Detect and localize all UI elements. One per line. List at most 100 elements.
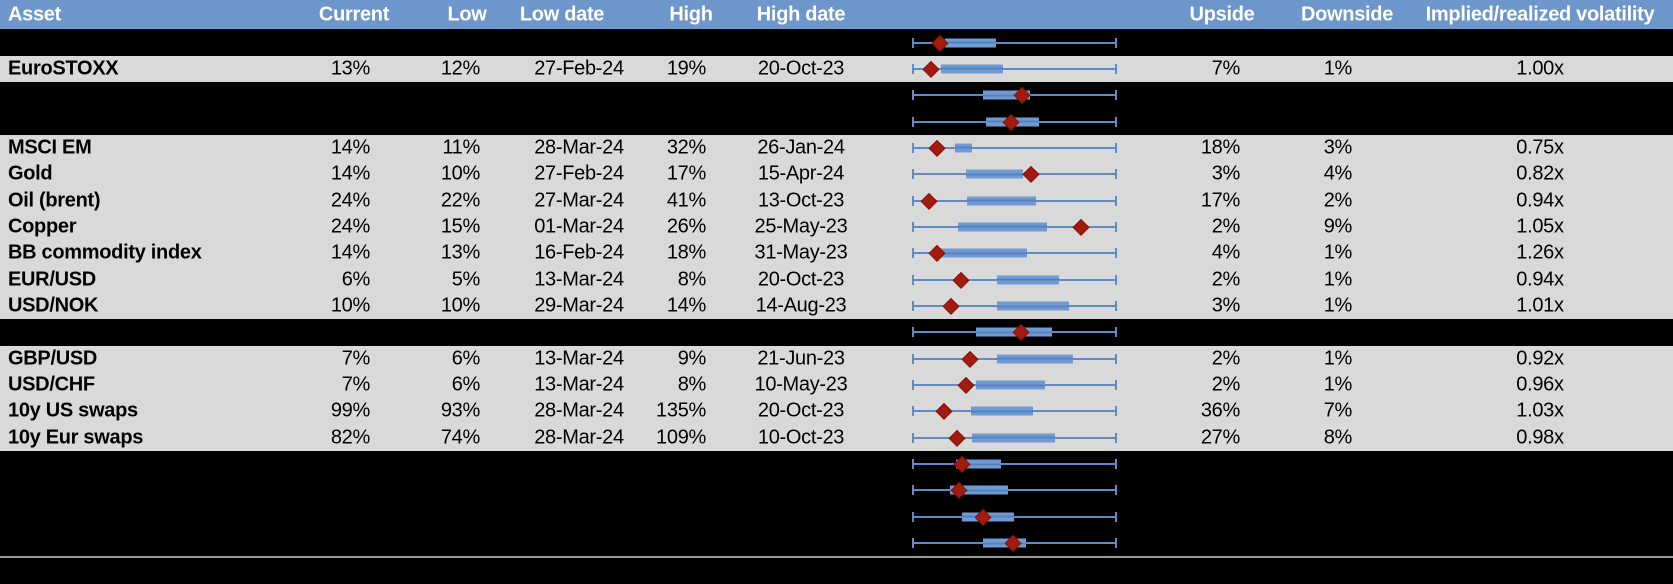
cell-implied-realized: 0.96x bbox=[1516, 373, 1564, 396]
cell-low: 93% bbox=[440, 399, 480, 422]
boxplot bbox=[912, 240, 1117, 266]
whisker-line bbox=[912, 67, 1117, 70]
table-row-hidden bbox=[0, 108, 1673, 135]
cell-low: 11% bbox=[442, 136, 480, 159]
cell-downside: 8% bbox=[1323, 426, 1353, 449]
boxplot bbox=[912, 266, 1117, 292]
current-level-diamond-marker bbox=[1004, 534, 1022, 552]
boxplot bbox=[912, 372, 1117, 398]
cell-high: 26% bbox=[666, 215, 706, 238]
table-row-hidden bbox=[0, 319, 1673, 346]
boxplot bbox=[912, 161, 1117, 187]
cell-upside: 2% bbox=[1211, 268, 1241, 291]
cell-implied-realized: 1.03x bbox=[1516, 399, 1564, 422]
cell-low-date: 13-Mar-24 bbox=[534, 268, 624, 291]
table-row: Copper 24% 15% 01-Mar-24 26% 25-May-23 2% 9% 1.0… bbox=[0, 213, 1673, 241]
column-header-implied-realized-volatility: Implied/realized volatility bbox=[1425, 3, 1655, 26]
table-row-hidden bbox=[0, 82, 1673, 109]
cell-asset: Gold bbox=[8, 162, 53, 185]
cell-implied-realized: 0.82x bbox=[1516, 162, 1564, 185]
whisker-cap-right bbox=[1115, 432, 1117, 443]
cell-high-date: 20-Oct-23 bbox=[757, 399, 845, 422]
table-header: Asset Current Low Low date High High dat… bbox=[0, 0, 1673, 30]
table-row: Gold 14% 10% 27-Feb-24 17% 15-Apr-24 3% 4% 0.82x bbox=[0, 161, 1673, 188]
cell-asset: EUR/USD bbox=[8, 268, 96, 291]
cell-high: 41% bbox=[666, 189, 706, 212]
whisker-cap-left bbox=[912, 353, 914, 364]
table-row-hidden bbox=[0, 450, 1673, 478]
cell-current: 24% bbox=[330, 189, 370, 212]
boxplot bbox=[912, 477, 1117, 503]
cell-high-date: 10-Oct-23 bbox=[757, 426, 845, 449]
table-row: USD/CHF 7% 6% 13-Mar-24 8% 10-May-23 2% 1% 0.96x bbox=[0, 371, 1673, 399]
cell-asset: MSCI EM bbox=[8, 136, 92, 159]
whisker-cap-right bbox=[1115, 248, 1117, 259]
cell-high-date: 31-May-23 bbox=[754, 241, 848, 264]
cell-implied-realized: 1.00x bbox=[1516, 57, 1564, 80]
whisker-cap-left bbox=[912, 63, 914, 74]
current-level-diamond-marker bbox=[920, 192, 937, 209]
whisker-cap-left bbox=[912, 248, 914, 259]
interquartile-box bbox=[971, 433, 1056, 443]
cell-upside: 17% bbox=[1200, 189, 1240, 212]
cell-asset: 10y US swaps bbox=[8, 399, 138, 422]
cell-upside: 36% bbox=[1200, 399, 1240, 422]
cell-current: 6% bbox=[341, 268, 371, 291]
current-level-diamond-marker bbox=[962, 350, 979, 367]
cell-high: 109% bbox=[656, 426, 706, 449]
current-level-diamond-marker bbox=[950, 482, 968, 499]
whisker-cap-right bbox=[1115, 221, 1117, 232]
whisker-cap-left bbox=[912, 142, 914, 153]
table-row: Oil (brent) 24% 22% 27-Mar-24 41% 13-Oct-23 17… bbox=[0, 187, 1673, 214]
cell-current: 14% bbox=[330, 162, 370, 185]
cell-upside: 27% bbox=[1200, 426, 1240, 449]
table-row-hidden bbox=[0, 529, 1673, 557]
boxplot bbox=[912, 187, 1117, 213]
cell-low-date: 13-Mar-24 bbox=[534, 373, 624, 396]
cell-downside: 1% bbox=[1323, 294, 1353, 317]
cell-implied-realized: 0.92x bbox=[1516, 347, 1564, 370]
boxplot bbox=[912, 451, 1117, 477]
cell-implied-realized: 0.75x bbox=[1516, 136, 1564, 159]
cell-upside: 3% bbox=[1211, 294, 1241, 317]
cell-high: 8% bbox=[677, 268, 707, 291]
boxplot bbox=[912, 214, 1117, 240]
table-row-hidden bbox=[0, 477, 1673, 504]
cell-low-date: 28-Mar-24 bbox=[534, 399, 624, 422]
whisker-cap-left bbox=[912, 221, 914, 232]
cell-low: 22% bbox=[440, 189, 480, 212]
cell-asset: Oil (brent) bbox=[8, 189, 101, 212]
interquartile-box bbox=[976, 380, 1046, 390]
interquartile-box bbox=[997, 354, 1074, 364]
column-header-low: Low bbox=[447, 3, 487, 26]
interquartile-box bbox=[949, 485, 1009, 495]
table-row: EUR/USD 6% 5% 13-Mar-24 8% 20-Oct-23 2% 1% 0.94x bbox=[0, 266, 1673, 293]
interquartile-box bbox=[982, 90, 1030, 100]
cell-implied-realized: 0.98x bbox=[1516, 426, 1564, 449]
interquartile-box bbox=[982, 538, 1026, 548]
whisker-cap-right bbox=[1115, 327, 1117, 338]
whisker-line bbox=[912, 463, 1117, 466]
interquartile-box bbox=[997, 301, 1070, 311]
boxplot bbox=[912, 398, 1117, 424]
cell-downside: 1% bbox=[1323, 241, 1353, 264]
cell-high: 9% bbox=[677, 347, 707, 370]
cell-high-date: 20-Oct-23 bbox=[757, 268, 845, 291]
whisker-cap-left bbox=[912, 90, 914, 101]
interquartile-box bbox=[997, 275, 1060, 285]
whisker-cap-left bbox=[912, 511, 914, 522]
interquartile-box bbox=[944, 38, 997, 48]
whisker-cap-right bbox=[1115, 63, 1117, 74]
cell-low: 10% bbox=[440, 162, 480, 185]
whisker-cap-left bbox=[912, 432, 914, 443]
cell-low-date: 16-Feb-24 bbox=[534, 241, 624, 264]
cell-current: 99% bbox=[330, 399, 370, 422]
current-level-diamond-marker bbox=[948, 429, 966, 446]
interquartile-box bbox=[936, 248, 1028, 258]
table-row: EuroSTOXX 13% 12% 27-Feb-24 19% 20-Oct-23 7% 1%… bbox=[0, 55, 1673, 83]
whisker-cap-left bbox=[912, 485, 914, 496]
whisker-line bbox=[912, 515, 1117, 518]
whisker-cap-left bbox=[912, 195, 914, 206]
column-header-high: High bbox=[669, 3, 713, 26]
